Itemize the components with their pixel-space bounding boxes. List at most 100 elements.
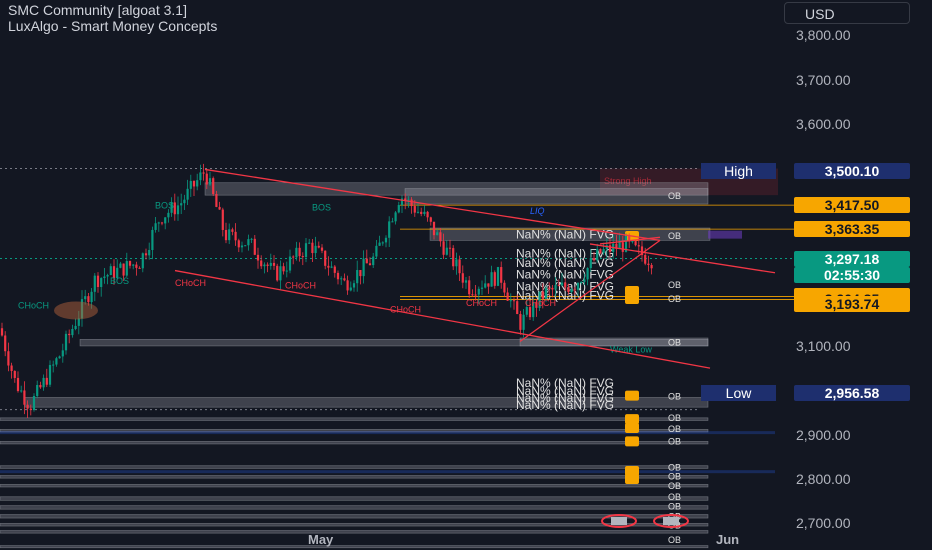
candle-body bbox=[295, 247, 298, 258]
candle-body bbox=[487, 283, 490, 287]
candle-body bbox=[215, 193, 218, 207]
candle-body bbox=[407, 199, 410, 201]
candle-body bbox=[192, 180, 196, 187]
candle-body bbox=[109, 266, 112, 276]
ob-label: OB bbox=[668, 471, 681, 481]
candle-body bbox=[397, 205, 400, 213]
candle-body bbox=[122, 263, 125, 276]
ob-label: OB bbox=[668, 492, 681, 502]
candle-body bbox=[484, 283, 487, 288]
candle-body bbox=[250, 238, 253, 240]
candle-body bbox=[384, 237, 388, 243]
ob-marker bbox=[625, 466, 639, 477]
candle-body bbox=[554, 285, 557, 290]
ob-label: OB bbox=[668, 511, 681, 521]
candle-body bbox=[567, 287, 570, 293]
candle-body bbox=[391, 221, 394, 223]
candle-body bbox=[4, 335, 7, 352]
candle-body bbox=[320, 247, 324, 251]
ob-label: OB bbox=[668, 481, 681, 491]
candle-body bbox=[340, 278, 343, 280]
candle-body bbox=[330, 266, 333, 268]
candle-body bbox=[576, 282, 580, 290]
candle-body bbox=[477, 288, 480, 295]
candle-body bbox=[413, 206, 416, 213]
price-tick-label: 3,100.00 bbox=[796, 337, 851, 354]
order-block-zone bbox=[0, 484, 709, 488]
candle-body bbox=[493, 272, 496, 286]
candle-body bbox=[628, 235, 631, 242]
smc-annotation: CHoCH bbox=[175, 278, 206, 288]
order-block-zone bbox=[0, 417, 709, 421]
candle-body bbox=[55, 358, 58, 365]
resistance-line bbox=[589, 243, 776, 274]
candle-body bbox=[349, 287, 352, 291]
candle-body bbox=[522, 314, 525, 330]
candle-body bbox=[618, 242, 621, 249]
candle-body bbox=[279, 266, 282, 281]
ob-label: OB bbox=[668, 338, 681, 348]
candle-body bbox=[26, 404, 29, 409]
candle-body bbox=[202, 172, 205, 174]
candle-body bbox=[410, 199, 413, 207]
candle-body bbox=[388, 221, 391, 238]
order-block-zone bbox=[0, 441, 709, 445]
price-tick-label: 3,700.00 bbox=[796, 71, 851, 88]
liquidity-box bbox=[708, 230, 742, 239]
candle-body bbox=[573, 289, 576, 291]
candle-body bbox=[224, 229, 228, 241]
smc-annotation: CHoCH bbox=[285, 280, 316, 290]
candle-body bbox=[525, 307, 528, 315]
fvg-label: NaN% (NaN) FVG bbox=[516, 268, 614, 282]
ob-label: OB bbox=[668, 463, 681, 473]
candle-body bbox=[144, 253, 148, 256]
order-block-zone bbox=[519, 337, 709, 347]
candle-body bbox=[253, 238, 256, 255]
candle-body bbox=[208, 178, 212, 185]
event-flag-icon bbox=[601, 514, 637, 528]
price-tag: 3,417.50 bbox=[794, 197, 910, 214]
candle-body bbox=[125, 261, 128, 276]
candle-body bbox=[61, 350, 64, 357]
candle-body bbox=[317, 245, 320, 248]
ob-label: OB bbox=[668, 294, 681, 304]
ob-label: OB bbox=[668, 502, 681, 512]
smc-annotation: BOS bbox=[312, 203, 331, 213]
candle-body bbox=[580, 281, 583, 283]
candle-body bbox=[359, 270, 362, 277]
candle-body bbox=[221, 209, 224, 230]
ob-label: OB bbox=[668, 520, 681, 530]
candle-body bbox=[164, 217, 167, 224]
x-tick-jun: Jun bbox=[716, 532, 740, 547]
candle-body bbox=[400, 198, 404, 206]
fvg-label: NaN% (NaN) FVG bbox=[516, 256, 614, 270]
candle-body bbox=[650, 264, 653, 269]
candle-body bbox=[301, 256, 304, 258]
candle-body bbox=[333, 266, 336, 273]
ob-label: OB bbox=[668, 424, 681, 434]
candle-body bbox=[218, 206, 221, 210]
order-block-zone bbox=[404, 188, 709, 205]
smc-annotation: LIQ bbox=[530, 206, 545, 216]
indicator-title-smc-community[interactable]: SMC Community [algoat 3.1] bbox=[8, 2, 187, 18]
indicator-title-luxalgo[interactable]: LuxAlgo - Smart Money Concepts bbox=[8, 18, 218, 34]
candle-body bbox=[292, 256, 295, 258]
candle-body bbox=[90, 291, 93, 303]
candle-body bbox=[468, 280, 471, 295]
candle-body bbox=[151, 229, 154, 251]
smc-annotation: CHoCH bbox=[18, 300, 49, 310]
candle-body bbox=[324, 250, 327, 266]
candle-body bbox=[205, 173, 208, 185]
currency-selector[interactable]: USD bbox=[784, 2, 910, 24]
candle-body bbox=[186, 188, 189, 200]
candle-body bbox=[557, 285, 560, 287]
candle-body bbox=[160, 222, 164, 224]
candle-body bbox=[36, 384, 39, 396]
order-block-zone bbox=[0, 475, 709, 479]
candle-body bbox=[480, 287, 484, 289]
candle-body bbox=[452, 248, 455, 267]
trend-lines bbox=[54, 168, 776, 369]
candle-body bbox=[119, 263, 122, 268]
order-block-zone bbox=[0, 505, 709, 510]
